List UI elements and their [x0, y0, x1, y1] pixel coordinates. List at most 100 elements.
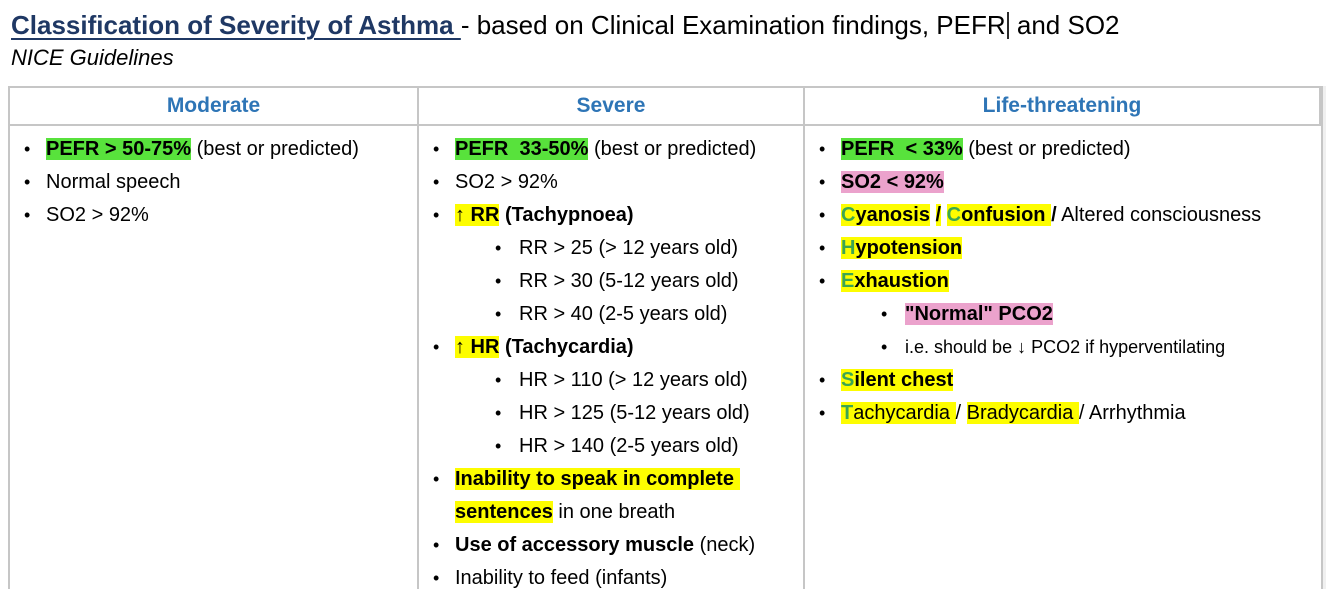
bullet-icon: • — [24, 205, 31, 225]
severity-table: Moderate Severe Life-threatening • PEFR >… — [8, 86, 1323, 589]
text-run: SO2 > 92% — [455, 171, 558, 193]
text-run: C — [841, 204, 856, 226]
bullet-icon: • — [819, 403, 826, 423]
text-run: PEFR < 33% — [841, 138, 963, 160]
column-severe-cell[interactable]: • PEFR 33-50% (best or predicted) • SO2 > 9… — [419, 126, 805, 589]
text-run: ilent chest — [854, 369, 954, 391]
text-run: (Tachycardia) — [505, 336, 634, 358]
text-run: xhaustion — [854, 270, 949, 292]
list-item: • Inability to speak in complete sentence… — [431, 463, 791, 529]
bullet-icon: • — [495, 436, 502, 456]
text-run: (best or predicted) — [588, 138, 757, 160]
bullet-icon: • — [433, 205, 440, 225]
text-run: i.e. should be ↓ PCO2 if hyperventilatin… — [905, 337, 1226, 357]
bullet-icon: • — [433, 535, 440, 555]
text-run: RR > 25 (> 12 years old) — [519, 237, 738, 259]
bullet-icon: • — [433, 469, 440, 489]
text-run: HR > 140 (2-5 years old) — [519, 435, 739, 457]
title-rest-before-caret: - based on Clinical Examination findings… — [460, 10, 1006, 40]
subtitle-nice-guidelines[interactable]: NICE Guidelines — [11, 45, 174, 70]
text-run: onfusion — [961, 204, 1052, 226]
text-run: SO2 < 92% — [841, 171, 944, 193]
list-item: • Exhaustion — [817, 265, 1309, 298]
bullet-icon: • — [819, 139, 826, 159]
text-run: Use of accessory muscle — [455, 534, 695, 556]
bullet-icon: • — [24, 139, 31, 159]
list-item: • ↑ HR (Tachycardia) — [431, 331, 791, 364]
list-item: • Tachycardia / Bradycardia / Arrhythmia — [817, 397, 1309, 430]
text-run: "Normal" PCO2 — [905, 303, 1053, 325]
list-item: • Silent chest — [817, 364, 1309, 397]
list-item: • RR > 25 (> 12 years old) — [431, 232, 791, 265]
column-moderate-cell[interactable]: • PEFR > 50-75% (best or predicted) • Norma… — [10, 126, 419, 589]
list-item: • SO2 < 92% — [817, 166, 1309, 199]
text-run: in one breath — [552, 501, 676, 523]
list-item: • Hypotension — [817, 232, 1309, 265]
column-life-threatening-cell[interactable]: • PEFR < 33% (best or predicted) • SO2 < 92… — [805, 126, 1321, 589]
text-run: HR > 125 (5-12 years old) — [519, 402, 750, 424]
text-run: SO2 > 92% — [46, 204, 149, 226]
text-run: S — [841, 369, 855, 391]
text-run: (best or predicted) — [191, 138, 359, 160]
list-item: • PEFR < 33% (best or predicted) — [817, 133, 1309, 166]
column-header-severe[interactable]: Severe — [419, 88, 805, 126]
list-item: • Cyanosis / Confusion / Altered consciou… — [817, 199, 1309, 232]
bullet-icon: • — [819, 238, 826, 258]
list-item: • HR > 110 (> 12 years old) — [431, 364, 791, 397]
text-run: C — [946, 204, 962, 226]
text-run — [941, 204, 947, 226]
list-item: • HR > 140 (2-5 years old) — [431, 430, 791, 463]
list-item: • ↑ RR (Tachypnoea) — [431, 199, 791, 232]
text-run: E — [841, 270, 855, 292]
text-run: (neck) — [694, 534, 756, 556]
page-title[interactable]: Classification of Severity of Asthma - b… — [11, 8, 1120, 42]
text-run: ypotension — [855, 237, 963, 259]
text-run: / Arrhythmia — [1078, 402, 1186, 424]
list-item: • RR > 40 (2-5 years old) — [431, 298, 791, 331]
text-run: T — [841, 402, 854, 424]
text-run: Normal speech — [46, 171, 181, 193]
text-cursor — [1006, 12, 1009, 39]
list-item: • "Normal" PCO2 — [817, 298, 1309, 331]
list-item: • Normal speech — [22, 166, 405, 199]
bullet-icon: • — [24, 172, 31, 192]
title-rest-after-caret: and SO2 — [1009, 10, 1120, 40]
bullet-icon: • — [495, 238, 502, 258]
bullet-icon: • — [433, 172, 440, 192]
list-item: • SO2 > 92% — [22, 199, 405, 232]
text-run: PEFR > 50-75% — [46, 138, 192, 160]
list-item: • Use of accessory muscle (neck) — [431, 529, 791, 562]
text-run: RR > 40 (2-5 years old) — [519, 303, 728, 325]
bullet-icon: • — [433, 139, 440, 159]
bullet-icon: • — [495, 403, 502, 423]
text-run: Inability to feed (infants) — [455, 567, 668, 589]
bullet-icon: • — [495, 304, 502, 324]
list-item: • i.e. should be ↓ PCO2 if hyperventilati… — [817, 331, 1309, 364]
column-header-life-threatening[interactable]: Life-threatening — [805, 88, 1321, 126]
bullet-icon: • — [819, 370, 826, 390]
text-run: ↑ RR — [455, 204, 500, 226]
bullet-icon: • — [433, 337, 440, 357]
text-run: Altered consciousness — [1056, 204, 1262, 226]
text-run: ↑ HR — [455, 336, 500, 358]
text-run: yanosis — [855, 204, 930, 226]
text-run: H — [841, 237, 856, 259]
bullet-icon: • — [819, 172, 826, 192]
text-run: / — [1051, 204, 1057, 226]
column-header-moderate[interactable]: Moderate — [10, 88, 419, 126]
list-item: • SO2 > 92% — [431, 166, 791, 199]
text-run: HR > 110 (> 12 years old) — [519, 369, 748, 391]
text-run: Bradycardia — [966, 402, 1079, 424]
list-item: • RR > 30 (5-12 years old) — [431, 265, 791, 298]
bullet-icon: • — [495, 271, 502, 291]
bullet-icon: • — [881, 304, 888, 324]
bullet-icon: • — [433, 568, 440, 588]
text-run: RR > 30 (5-12 years old) — [519, 270, 739, 292]
text-run: (Tachypnoea) — [505, 204, 634, 226]
text-run: / — [935, 204, 942, 226]
bullet-icon: • — [881, 337, 888, 357]
text-run — [930, 204, 936, 226]
text-run: (best or predicted) — [962, 138, 1131, 160]
list-item: • PEFR 33-50% (best or predicted) — [431, 133, 791, 166]
text-run: PEFR 33-50% — [455, 138, 589, 160]
